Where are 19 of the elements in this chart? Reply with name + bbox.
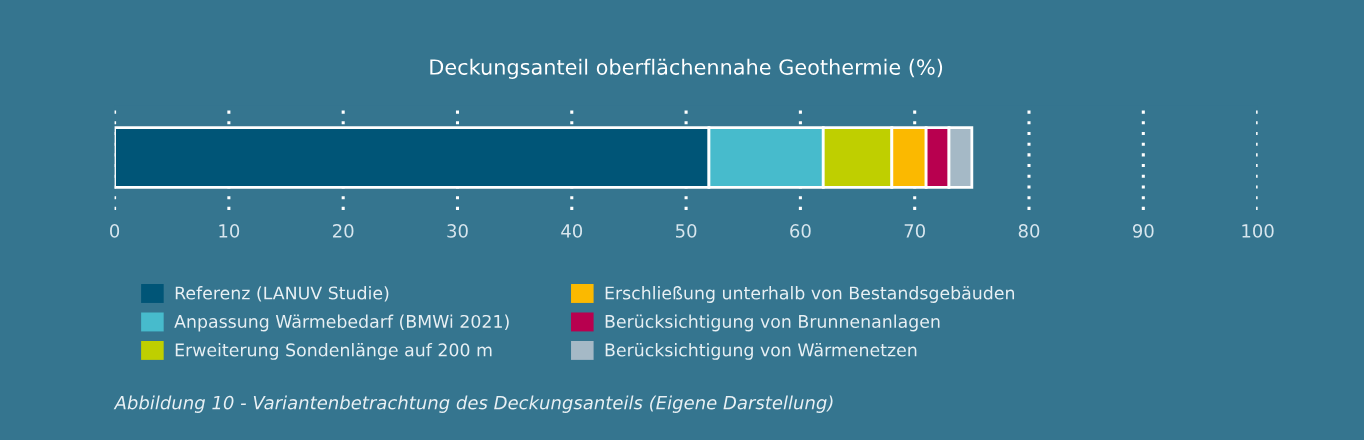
x-tick-label: 100	[1242, 224, 1274, 238]
x-tick-label: 20	[333, 224, 354, 238]
x-tick-label: 10	[219, 224, 240, 238]
legend-label: Berücksichtigung von Brunnenanlagen	[605, 314, 940, 332]
chart-title: Deckungsanteil oberflächennahe Geothermie (%)	[430, 58, 943, 79]
x-tick-label: 90	[1132, 224, 1154, 238]
x-tick-label: 70	[904, 224, 925, 238]
legend-label: Referenz (LANUV Studie)	[175, 286, 389, 302]
x-tick-label: 30	[447, 224, 468, 238]
x-tick-label: 80	[1018, 224, 1040, 238]
x-tick-label: 60	[790, 224, 811, 238]
legend-label: Erschließung unterhalb von Bestandsgebäuden	[605, 286, 1015, 303]
legend-label: Berücksichtigung von Wärmenetzen	[605, 343, 917, 360]
legend-label: Anpassung Wärmebedarf (BMWi 2021)	[174, 314, 509, 332]
x-tick-label: 40	[561, 224, 583, 238]
text: Abbildung 10 - Variantenbetrachtung des Deckungsanteils (Eigene Darstellung)	[113, 395, 833, 413]
x-tick-label: 0	[110, 224, 120, 238]
legend-label: Erweiterung Sondenlänge auf 200 m	[175, 343, 492, 360]
x-tick-label: 50	[676, 224, 697, 238]
